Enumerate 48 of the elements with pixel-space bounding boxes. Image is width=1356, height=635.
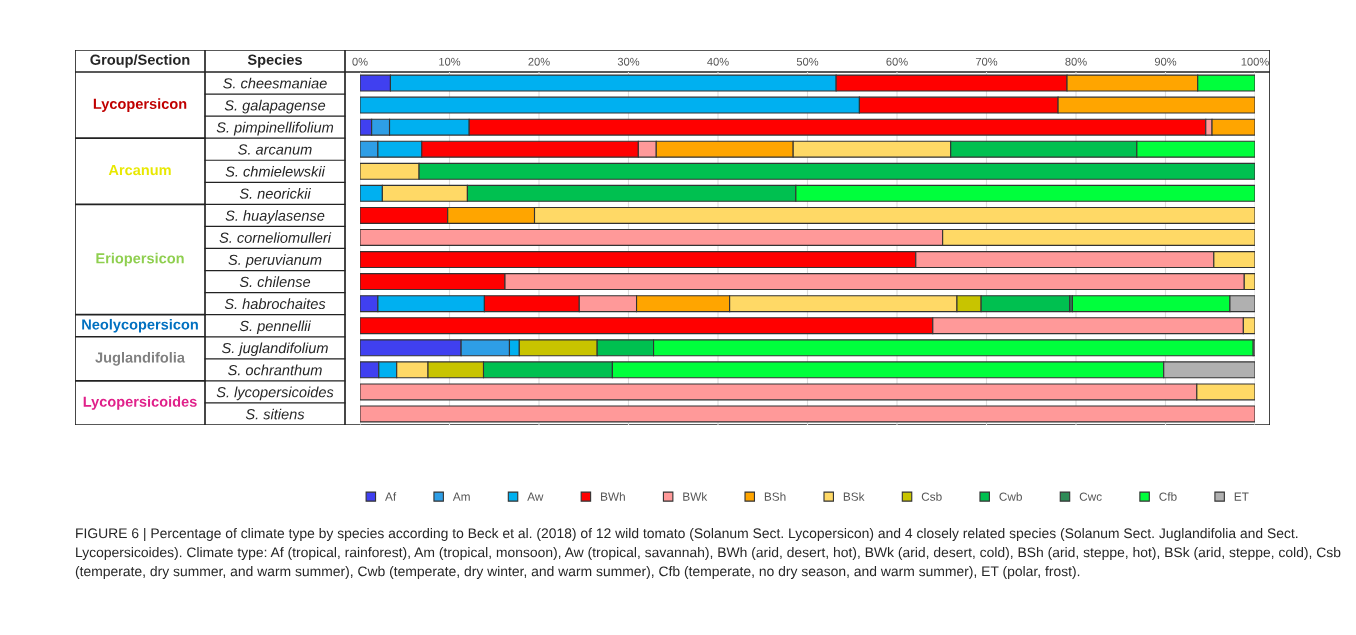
y-tick-label: S. ochranthum xyxy=(227,364,322,376)
y-tick-label: S. huaylasense xyxy=(225,210,325,224)
text: Neolycopersicon xyxy=(82,318,198,333)
x-tick-label: 80% xyxy=(1065,57,1087,66)
legend-label: BSh xyxy=(764,492,786,501)
legend-label: Am xyxy=(452,492,470,501)
y-tick-label: S. lycopersicoides xyxy=(216,386,334,401)
legend-label: Cwb xyxy=(999,492,1022,501)
y-tick-label: S. peruvianum xyxy=(228,254,322,268)
y-tick-label: S. pennellii xyxy=(239,320,311,335)
legend-label: ET xyxy=(1234,492,1249,501)
legend-label: Aw xyxy=(527,492,544,501)
text: Lycopersicoides xyxy=(83,396,197,410)
x-tick-label: 10% xyxy=(439,57,461,66)
legend-label: Cfb xyxy=(1159,492,1177,501)
text: Group/Section xyxy=(90,54,190,68)
text: Eriopersicon xyxy=(96,252,184,267)
x-tick-label: 50% xyxy=(796,57,819,66)
x-tick-label: 60% xyxy=(886,57,908,66)
y-tick-label: S. chmielewskii xyxy=(225,166,326,177)
legend-label: BWk xyxy=(683,492,708,501)
y-tick-label: S. cheesmaniae xyxy=(223,77,327,89)
x-tick-label: 70% xyxy=(975,57,998,66)
text: Arcanum xyxy=(108,165,171,176)
text: Juglandifolia xyxy=(95,351,186,366)
x-tick-label: 40% xyxy=(707,57,729,66)
y-tick-label: S. arcanum xyxy=(238,144,312,155)
y-tick-label: S. sitiens xyxy=(245,408,305,420)
y-tick-label: S. galapagense xyxy=(224,99,326,114)
caption: FIGURE 6 | Percentage of climate type by species according to Beck et al. (2018) of 12 wild tomato (Solanum Sect. Lycopersicon) and 4 closely related species (Solanum Sect. Juglandifolia and Sect. Lycopersicoides). Climate type: Af (tropical, rainforest), Am (tropical, monsoon), Aw (tropical, savannah), BWh (arid, desert, hot), BWk (arid, desert, cold), BSh (arid, steppe, hot), BSk (arid, steppe, cold), Csb (temperate, dry summer, and warm summer), Cwb (temperate, dry winter, and warm summer), Cfb (temperate, no dry season, and warm summer), ET (polar, frost). xyxy=(75,528,1341,579)
x-tick-label: 90% xyxy=(1154,57,1177,66)
legend-label: Csb xyxy=(921,492,942,501)
text: Lycopersicon xyxy=(93,98,187,112)
y-tick-label: S. juglandifolium xyxy=(221,342,328,357)
x-axis-title: Species xyxy=(247,54,302,68)
legend-label: Af xyxy=(385,492,397,501)
legend-label: BWh xyxy=(601,492,625,501)
legend-label: Cwc xyxy=(1079,492,1102,501)
y-tick-label: S. chilense xyxy=(239,276,311,288)
x-tick-label: 20% xyxy=(528,57,550,66)
y-tick-label: S. corneliomulleri xyxy=(219,232,332,243)
x-tick-label: 100% xyxy=(1241,57,1269,66)
y-tick-label: S. habrochaites xyxy=(224,298,326,310)
x-tick-label: 0% xyxy=(352,57,368,66)
x-tick-label: 30% xyxy=(617,57,640,66)
y-tick-label: S. pimpinellifolium xyxy=(216,121,334,136)
y-tick-label: S. neorickii xyxy=(239,188,311,199)
legend-label: BSk xyxy=(843,492,865,501)
